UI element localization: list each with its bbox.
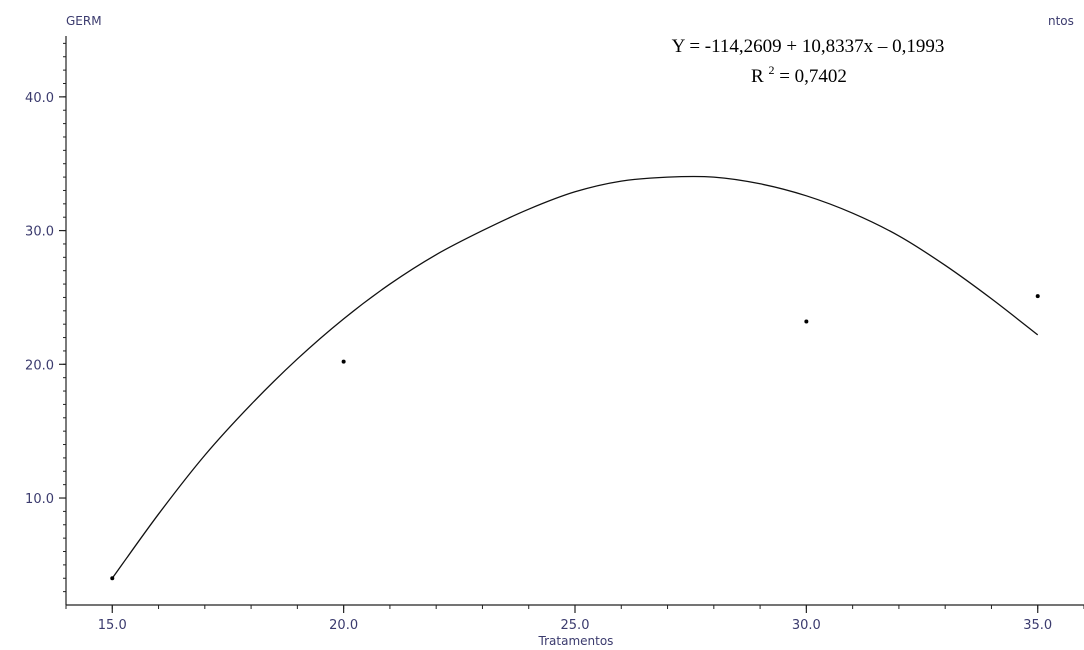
r-squared-prefix: R [751,66,764,87]
fitted-curve [111,175,1039,579]
r-squared-value: = 0,7402 [779,66,847,87]
x-tick-label: 20.0 [329,618,358,633]
y-axis-title: GERM [66,14,102,28]
labels-layer: 15.0 20.0 25.0 30.0 35.0 10.0 20.0 30.0 40.0 [25,91,1052,633]
x-tick-label: 15.0 [98,618,127,633]
y-tick-label: 20.0 [25,358,54,373]
x-tick-label: 30.0 [792,618,821,633]
x-axis-title: Tratamentos [538,634,614,648]
data-point [1035,294,1040,299]
data-point [341,359,346,364]
y-tick-label: 30.0 [25,225,54,240]
data-point [110,576,115,581]
points-layer [110,294,1040,581]
y-tick-label: 10.0 [25,492,54,507]
r-squared-superscript: 2 [768,63,774,77]
axes [59,36,1084,613]
curve-layer [111,175,1039,579]
r-squared-label: R 2 = 0,7402 [751,58,847,87]
corner-label: ntos [1048,14,1074,28]
x-tick-label: 35.0 [1023,618,1052,633]
data-point [804,319,809,324]
x-tick-label: 25.0 [561,618,590,633]
y-tick-label: 40.0 [25,91,54,106]
regression-equation: Y = -114,2609 + 10,8337x – 0,1993 [672,36,945,57]
